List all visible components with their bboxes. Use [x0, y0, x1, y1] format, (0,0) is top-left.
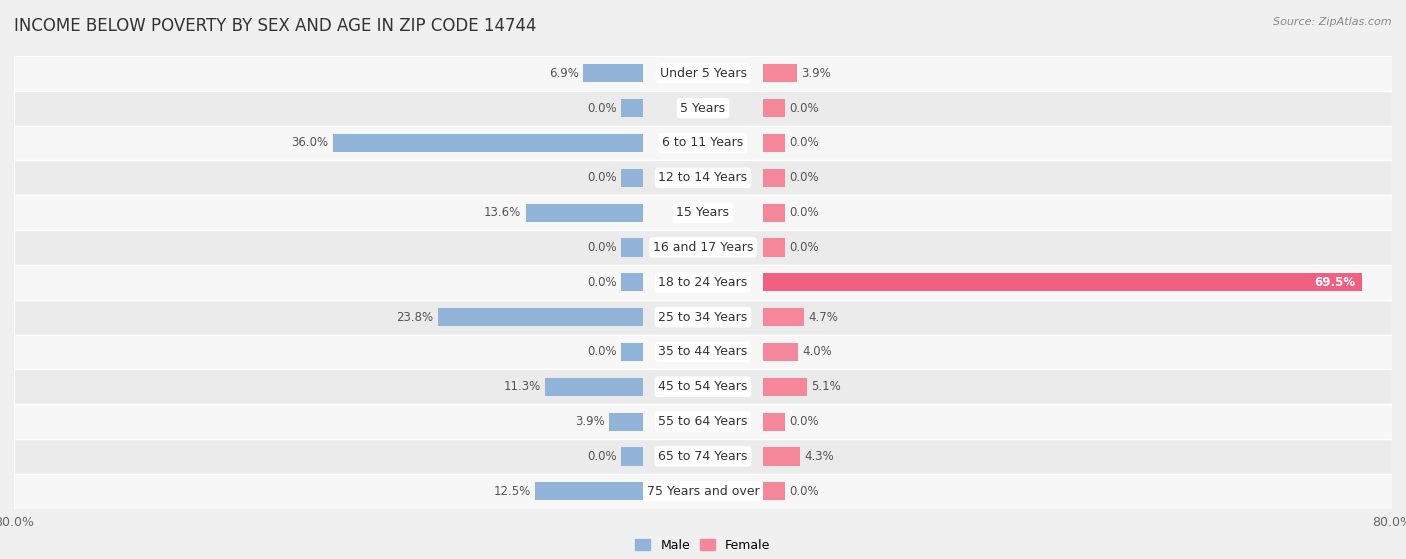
Text: 4.7%: 4.7%: [808, 311, 838, 324]
Bar: [14, 91, 1392, 126]
Text: 18 to 24 Years: 18 to 24 Years: [658, 276, 748, 289]
Bar: [14, 369, 1392, 404]
Text: 0.0%: 0.0%: [588, 171, 617, 184]
Bar: [763, 238, 785, 257]
Bar: [621, 447, 643, 466]
Bar: [583, 64, 643, 82]
Text: 4.3%: 4.3%: [804, 450, 834, 463]
Text: 11.3%: 11.3%: [503, 380, 541, 394]
Text: 5.1%: 5.1%: [811, 380, 841, 394]
Bar: [14, 300, 1392, 334]
Text: 6 to 11 Years: 6 to 11 Years: [662, 136, 744, 149]
Text: INCOME BELOW POVERTY BY SEX AND AGE IN ZIP CODE 14744: INCOME BELOW POVERTY BY SEX AND AGE IN Z…: [14, 17, 537, 35]
Text: 23.8%: 23.8%: [396, 311, 433, 324]
Text: 25 to 34 Years: 25 to 34 Years: [658, 311, 748, 324]
Text: 3.9%: 3.9%: [575, 415, 605, 428]
Text: 45 to 54 Years: 45 to 54 Years: [658, 380, 748, 394]
Bar: [763, 378, 807, 396]
Text: 15 Years: 15 Years: [676, 206, 730, 219]
Text: 5 Years: 5 Years: [681, 102, 725, 115]
Text: 6.9%: 6.9%: [550, 67, 579, 80]
Text: 65 to 74 Years: 65 to 74 Years: [658, 450, 748, 463]
Bar: [763, 413, 785, 430]
Bar: [621, 238, 643, 257]
Bar: [621, 343, 643, 361]
Bar: [763, 134, 785, 152]
Bar: [526, 203, 643, 222]
Bar: [763, 203, 785, 222]
Text: 0.0%: 0.0%: [588, 276, 617, 289]
Bar: [14, 230, 1392, 265]
Bar: [609, 413, 643, 430]
Bar: [763, 447, 800, 466]
Text: Under 5 Years: Under 5 Years: [659, 67, 747, 80]
Text: 12 to 14 Years: 12 to 14 Years: [658, 171, 748, 184]
Legend: Male, Female: Male, Female: [630, 534, 776, 557]
Text: 0.0%: 0.0%: [588, 241, 617, 254]
Bar: [621, 99, 643, 117]
Bar: [14, 334, 1392, 369]
Text: 12.5%: 12.5%: [494, 485, 531, 498]
Text: 69.5%: 69.5%: [1313, 276, 1355, 289]
Text: 55 to 64 Years: 55 to 64 Years: [658, 415, 748, 428]
Bar: [763, 308, 804, 326]
Text: 0.0%: 0.0%: [588, 102, 617, 115]
Bar: [14, 126, 1392, 160]
Text: 0.0%: 0.0%: [789, 102, 818, 115]
Bar: [14, 439, 1392, 474]
Bar: [763, 64, 797, 82]
Bar: [14, 474, 1392, 509]
Bar: [763, 273, 1362, 291]
Bar: [14, 160, 1392, 195]
Text: 35 to 44 Years: 35 to 44 Years: [658, 345, 748, 358]
Bar: [14, 195, 1392, 230]
Bar: [536, 482, 643, 500]
Bar: [621, 273, 643, 291]
Text: 0.0%: 0.0%: [789, 136, 818, 149]
Bar: [333, 134, 643, 152]
Text: 0.0%: 0.0%: [789, 241, 818, 254]
Text: 0.0%: 0.0%: [789, 415, 818, 428]
Bar: [14, 404, 1392, 439]
Bar: [437, 308, 643, 326]
Text: 4.0%: 4.0%: [801, 345, 832, 358]
Text: 36.0%: 36.0%: [291, 136, 329, 149]
Bar: [546, 378, 643, 396]
Text: 0.0%: 0.0%: [789, 171, 818, 184]
Text: 0.0%: 0.0%: [588, 450, 617, 463]
Text: 0.0%: 0.0%: [588, 345, 617, 358]
Text: 16 and 17 Years: 16 and 17 Years: [652, 241, 754, 254]
Text: 0.0%: 0.0%: [789, 485, 818, 498]
Text: 3.9%: 3.9%: [801, 67, 831, 80]
Text: 13.6%: 13.6%: [484, 206, 522, 219]
Bar: [621, 169, 643, 187]
Bar: [763, 99, 785, 117]
Text: Source: ZipAtlas.com: Source: ZipAtlas.com: [1274, 17, 1392, 27]
Bar: [763, 343, 797, 361]
Bar: [763, 482, 785, 500]
Bar: [763, 169, 785, 187]
Bar: [14, 56, 1392, 91]
Text: 0.0%: 0.0%: [789, 206, 818, 219]
Text: 75 Years and over: 75 Years and over: [647, 485, 759, 498]
Bar: [14, 265, 1392, 300]
